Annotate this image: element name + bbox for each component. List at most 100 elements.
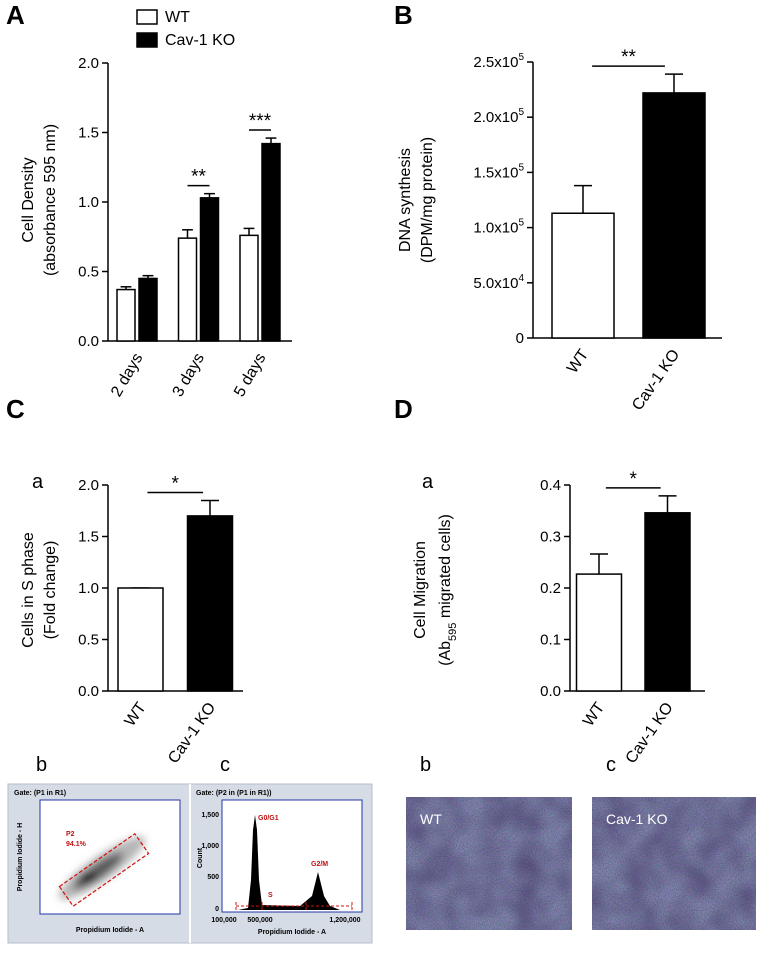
y-tick-label: 1.5 [78, 529, 99, 546]
subpanel-label: c [220, 754, 230, 776]
micrograph-shade [406, 797, 572, 930]
tick-label: 500,000 [247, 917, 272, 924]
bar [138, 277, 158, 342]
y-tick-label: 0.1 [540, 632, 561, 649]
histogram [238, 815, 340, 910]
tick-label: 1,000 [201, 843, 219, 850]
y-axis-label: (DPM/mg protein) [419, 137, 436, 263]
micrograph-shade [592, 797, 756, 930]
micrographs: b c WT Cav-1 KO [406, 754, 756, 930]
significance-label: * [172, 473, 180, 494]
y-tick-label: 0.0 [78, 333, 99, 350]
y-axis-label: Cell Density [20, 157, 37, 242]
legend-label: Cav-1 KO [165, 32, 235, 49]
x-axis-label: Propidium Iodide - A [76, 927, 144, 934]
x-axis-label: Propidium Iodide - A [258, 929, 326, 936]
tick-label: 1,500 [201, 812, 219, 819]
bar [575, 573, 623, 692]
legend-label: WT [165, 9, 190, 26]
y-tick-label: 0.2 [540, 580, 561, 597]
tick-base: 2.5x10 [473, 54, 518, 71]
bar [177, 237, 198, 342]
gate-percent: 94.1% [66, 841, 87, 848]
subpanel-label: a [422, 471, 434, 493]
significance-label: * [630, 469, 638, 490]
x-tick-label: Cav-1 KO [629, 347, 683, 414]
y-axis-label: Propidium Iodide - H [17, 823, 24, 891]
y-tick-label: 0.0 [78, 683, 99, 700]
tick-base: 1.5x10 [473, 164, 518, 181]
y-tick-label: 0.3 [540, 529, 561, 546]
y-tick-label: 2.0 [78, 477, 99, 494]
subpanel-label: a [32, 471, 44, 493]
bar [199, 197, 220, 342]
gate-text: Gate: (P2 in (P1 in R1)) [196, 790, 271, 797]
bar [116, 288, 136, 342]
bar [644, 512, 691, 692]
tick-exponent: 5 [518, 162, 524, 173]
tick-exponent: 5 [518, 218, 524, 229]
y-tick-label: 0.4 [540, 477, 561, 494]
bar [261, 142, 281, 342]
plot-area [221, 799, 363, 913]
y-axis-label: (Ab595 migrated cells) [437, 514, 459, 666]
panel-label: C [6, 394, 25, 424]
y-tick-label: 1.5 [78, 125, 99, 142]
x-tick-label: 3 days [170, 351, 208, 400]
y-axis-label: (absorbance 595 nm) [42, 124, 59, 276]
y-tick-label: 0.5 [78, 264, 99, 281]
panel-label: A [6, 0, 25, 30]
tick-exponent: 4 [518, 273, 524, 284]
y-axis-label: Count [197, 847, 204, 868]
x-tick-label: WT [580, 699, 608, 729]
bar [239, 234, 259, 342]
y-axis-label: Cell Migration [412, 541, 429, 639]
subpanel-label: b [36, 754, 47, 776]
tick-label: 0 [215, 906, 219, 913]
y-tick-label: 0.0 [540, 683, 561, 700]
x-tick-label: WT [122, 699, 150, 729]
subpanel-label: b [420, 754, 431, 776]
panel-label: B [394, 0, 413, 30]
x-tick-label: 5 days [231, 351, 269, 400]
tick-base: 2.0x10 [473, 109, 518, 126]
y-tick-label: 0 [516, 330, 524, 347]
x-tick-label: WT [564, 346, 592, 376]
tick-label: 100,000 [211, 917, 236, 924]
tick-base: 5.0x10 [473, 275, 518, 292]
bar [186, 515, 234, 692]
micrograph-caption: WT [420, 811, 442, 827]
y-tick-label: 1.0x105 [473, 218, 524, 237]
significance-label: ** [621, 47, 636, 68]
x-tick-label: Cav-1 KO [623, 700, 677, 767]
y-axis-label: DNA synthesis [397, 148, 414, 252]
micrograph-caption: Cav-1 KO [606, 811, 668, 827]
tick-exponent: 5 [518, 107, 524, 118]
bar [551, 212, 615, 339]
tick-base: 1.0x10 [473, 220, 518, 237]
significance-label: *** [249, 111, 272, 132]
region-label: S [268, 892, 273, 899]
label-part: migrated cells) [437, 514, 454, 622]
bar [642, 92, 706, 339]
legend-swatch [136, 9, 158, 25]
gate-text: Gate: (P1 in R1) [14, 790, 66, 797]
label-part: (Ab [437, 641, 454, 666]
gate-box [58, 832, 150, 908]
y-tick-label: 2.0x105 [473, 107, 524, 126]
label-part: 595 [447, 623, 459, 641]
significance-label: ** [191, 167, 206, 188]
y-axis-label: Cells in S phase [20, 532, 37, 648]
region-label: G2/M [311, 861, 328, 868]
y-axis-label: (Fold change) [42, 541, 59, 640]
panel-label: D [394, 394, 413, 424]
y-tick-label: 1.5x105 [473, 162, 524, 181]
subpanel-label: c [606, 754, 616, 776]
flow-cytometry: b c Gate: (P1 in R1) P2 94.1% Propidium … [7, 754, 373, 944]
tick-label: 500 [207, 874, 219, 881]
tick-label: 1,200,000 [329, 917, 360, 924]
x-tick-label: 2 days [108, 351, 146, 400]
x-tick-label: Cav-1 KO [165, 700, 219, 767]
y-tick-label: 1.0 [78, 194, 99, 211]
